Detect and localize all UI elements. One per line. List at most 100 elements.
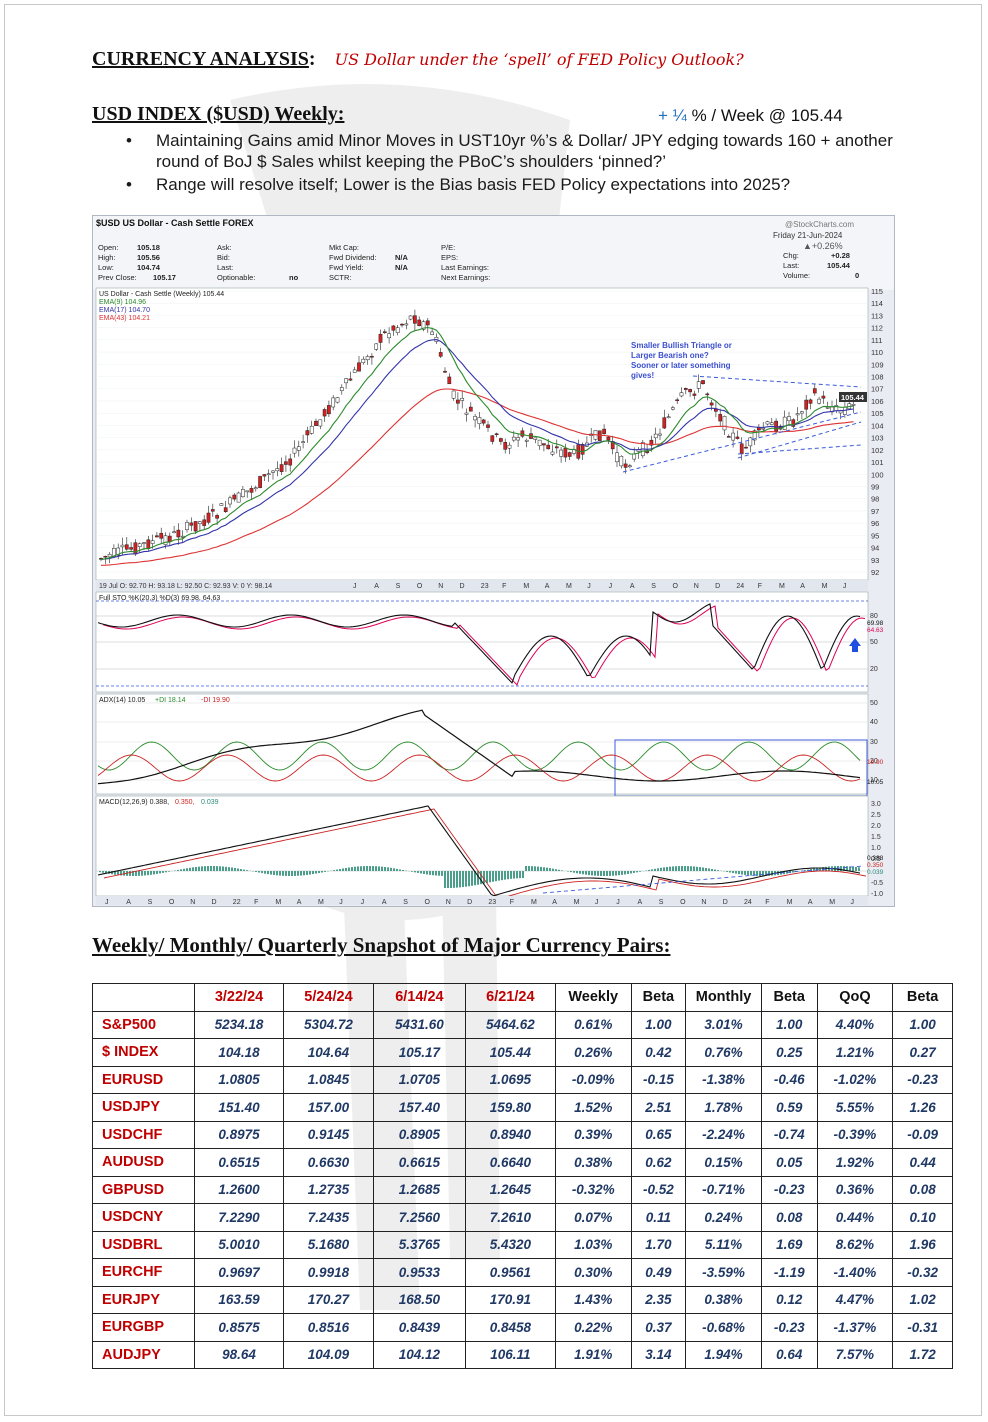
table-cell: -1.02% <box>816 1065 894 1094</box>
macd-hist-bar <box>339 868 341 871</box>
month-label: J <box>843 583 847 590</box>
macd-hist-bar <box>321 871 323 873</box>
row-label: USDBRL <box>91 1230 196 1259</box>
candle-body <box>486 424 490 428</box>
macd-hist-bar <box>558 869 560 871</box>
macd-signal-line <box>103 808 867 900</box>
macd-hist-bar <box>528 866 530 871</box>
month-label: M <box>566 583 572 590</box>
macd-hist-bar <box>462 871 464 888</box>
macd-hist-bar <box>639 871 641 872</box>
week-change: + ¼ % / Week @ 105.44 <box>658 106 843 126</box>
candle-body <box>155 535 159 538</box>
candle-body <box>223 507 228 512</box>
candle-body <box>653 433 658 439</box>
macd-hist-bar <box>732 871 734 874</box>
macd-hist-bar <box>309 871 311 875</box>
candle-body <box>468 406 473 412</box>
macd-trend-line <box>542 865 864 894</box>
macd-hist-bar <box>855 866 857 871</box>
table-cell: 157.00 <box>282 1093 374 1122</box>
candle-body <box>288 458 293 466</box>
candle-body <box>722 416 727 431</box>
macd-hist-bar <box>573 871 575 873</box>
chart-source: @StockCharts.com <box>785 220 854 229</box>
table-cell: 168.50 <box>372 1285 466 1314</box>
quote-key: P/E: <box>441 243 455 252</box>
quote-key: Optionable: <box>217 273 255 282</box>
arrow-up-icon <box>849 638 861 652</box>
macd-hist-bar <box>360 866 362 871</box>
row-label: AUDUSD <box>91 1148 196 1177</box>
table-cell: 1.0695 <box>464 1065 556 1094</box>
candle-body <box>241 489 245 498</box>
table-cell: 0.38% <box>554 1148 632 1177</box>
price-tick: 108 <box>871 373 884 382</box>
candle-body <box>774 420 778 432</box>
macd-hist-bar <box>792 871 794 873</box>
quote-key: Fwd Yield: <box>329 263 364 272</box>
macd-tick: 1.0 <box>871 845 881 852</box>
month-axis-top <box>96 580 868 591</box>
table-cell: 0.24% <box>685 1203 762 1232</box>
candle-body <box>533 437 538 440</box>
candle-body <box>705 393 710 396</box>
candle-body <box>400 323 404 326</box>
month-label: F <box>510 899 514 906</box>
macd-hist-bar <box>717 870 719 871</box>
macd-hist-bar <box>399 869 401 871</box>
macd-hist-bar <box>825 866 827 871</box>
table-cell: 5.1680 <box>282 1230 374 1259</box>
candle-body <box>499 438 503 442</box>
table-cell: 0.9561 <box>464 1258 556 1287</box>
macd-hist-bar <box>447 871 449 888</box>
candle-body <box>335 397 340 403</box>
usd-section-title: USD INDEX ($USD) Weekly: <box>92 103 345 125</box>
macd-hist-bar <box>486 871 488 883</box>
quote-key: Last: <box>217 263 233 272</box>
macd-hist-bar <box>744 871 746 875</box>
macd-hist-bar <box>255 871 257 872</box>
candle-body <box>456 399 460 404</box>
month-label: F <box>765 899 769 906</box>
candle-body <box>679 392 684 397</box>
candle-body <box>752 430 757 441</box>
month-label: M <box>822 583 828 590</box>
macd-value: 0.350 <box>867 862 884 869</box>
macd-hist-bar <box>435 871 437 876</box>
candle-body <box>675 399 680 402</box>
macd-label-signal: 0.350, <box>175 799 195 806</box>
macd-hist-bar <box>261 871 263 874</box>
table-cell: 0.10 <box>892 1203 953 1232</box>
triangle-inner-line <box>737 421 862 459</box>
table-cell: 0.6640 <box>464 1148 556 1177</box>
macd-hist-bar <box>315 871 317 874</box>
macd-hist-bar <box>687 866 689 871</box>
macd-hist-bar <box>144 871 146 876</box>
macd-hist-bar <box>414 871 416 873</box>
macd-hist-bar <box>579 871 581 874</box>
table-cell: 1.00 <box>630 1010 687 1039</box>
quote-key: Prev Close: <box>98 273 137 282</box>
macd-line <box>97 805 861 897</box>
table-cell: 1.92% <box>816 1148 894 1177</box>
candle-body <box>701 380 705 385</box>
table-cell: 3.01% <box>685 1010 762 1039</box>
macd-hist-bar <box>684 866 686 871</box>
macd-hist-bar <box>189 867 191 871</box>
macd-label-hist: 0.039 <box>201 799 219 806</box>
table-cell: 1.78% <box>685 1093 762 1122</box>
price-tick: 97 <box>871 507 879 516</box>
quote-key: Mkt Cap: <box>329 243 359 252</box>
candle-body <box>309 425 314 434</box>
macd-hist-bar <box>675 866 677 871</box>
row-label: USDCHF <box>91 1120 196 1149</box>
macd-hist-bar <box>552 868 554 871</box>
macd-hist-bar <box>354 866 356 871</box>
macd-hist-bar <box>525 866 527 871</box>
page-title: CURRENCY ANALYSIS: US Dollar under the ‘… <box>92 48 744 71</box>
macd-hist-bar <box>597 871 599 876</box>
price-tick: 101 <box>871 458 884 467</box>
candle-body <box>146 539 151 550</box>
macd-hist-bar <box>183 868 185 871</box>
